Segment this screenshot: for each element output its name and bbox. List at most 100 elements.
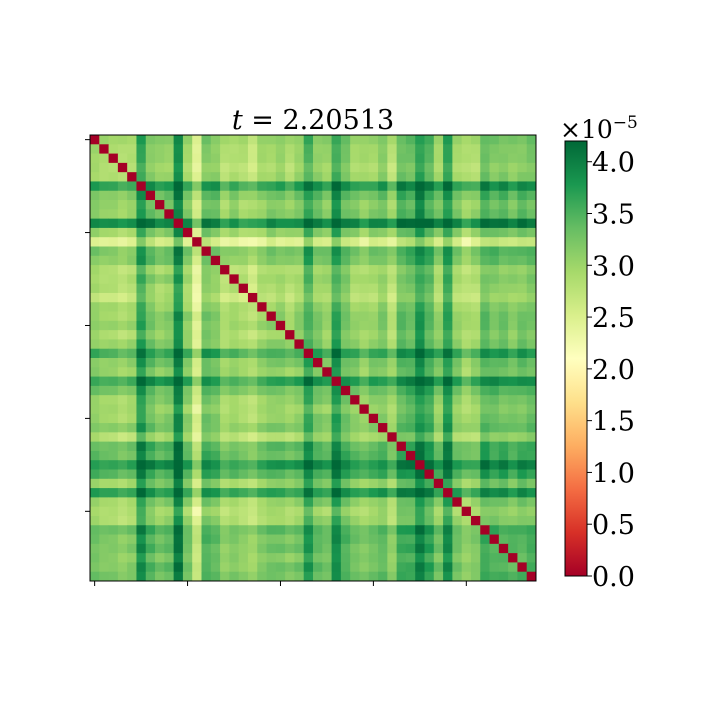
heatmap-cell [322,181,332,192]
heatmap-cell [108,190,119,201]
heatmap-cell [396,553,407,563]
heatmap-cell [415,423,425,433]
heatmap-cell [368,478,379,489]
heatmap-cell [415,497,425,508]
heatmap-cell [173,200,184,210]
heatmap-cell [340,218,351,229]
heatmap-cell [415,348,425,359]
heatmap-cell [461,367,472,377]
heatmap-cell [182,339,193,350]
heatmap-cell [136,162,147,173]
heatmap-cell [229,339,240,350]
heatmap-cell [368,265,379,275]
heatmap-cell [508,460,518,470]
heatmap-cell [415,432,425,443]
heatmap-cell [508,274,518,285]
heatmap-cell [322,543,332,554]
heatmap-cell [498,441,509,452]
heatmap-cell [517,265,528,275]
heatmap-cell [229,395,240,405]
heatmap-cell [433,255,444,266]
heatmap-cell [247,497,258,508]
heatmap-cell [387,358,398,368]
heatmap-cell [415,302,425,312]
heatmap-cell [294,209,305,220]
heatmap-cell [127,237,137,247]
heatmap-cell [247,320,258,331]
heatmap-cell [294,283,305,294]
heatmap-cell [303,348,314,359]
heatmap-cell [396,432,407,443]
heatmap-cell [470,515,481,526]
colorbar-multiplier: ×10−5 [560,113,638,144]
heatmap-cell [480,358,490,368]
heatmap-cell [387,200,398,210]
heatmap-cell [452,460,463,470]
heatmap-cell [378,404,388,415]
heatmap-cell [257,534,267,545]
heatmap-cell [378,571,388,582]
heatmap-cell [313,534,323,545]
heatmap-cell [480,320,490,331]
heatmap-cell [294,144,305,154]
heatmap-cell [443,413,453,424]
heatmap-cell [498,227,509,238]
heatmap-cell [275,200,286,210]
heatmap-cell [405,227,416,238]
heatmap-cell [303,265,314,275]
heatmap-cell [340,274,351,285]
heatmap-cell [480,190,490,201]
heatmap-cell [145,255,156,266]
heatmap-cell [517,302,528,312]
heatmap-cell [452,395,463,405]
heatmap-cell [303,209,314,220]
heatmap-cell [313,413,323,424]
heatmap-cell [526,441,537,452]
heatmap-cell [90,571,100,582]
heatmap-cell [238,283,249,294]
heatmap-cell [443,311,453,322]
heatmap-cell [220,460,230,470]
heatmap-cell [498,190,509,201]
heatmap-cell [247,413,258,424]
heatmap-cell [359,395,370,405]
heatmap-cell [127,227,137,238]
heatmap-cell [99,395,109,405]
heatmap-cell [99,478,109,489]
heatmap-cell [192,506,202,517]
heatmap-cell [396,534,407,545]
heatmap-cell [340,543,351,554]
colorbar-tick-label: 1.0 [592,458,635,489]
heatmap-cell [303,162,314,173]
heatmap-cell [498,246,509,257]
heatmap-cell [489,246,500,257]
heatmap-cell [164,413,175,424]
heatmap-cell [433,144,444,154]
heatmap-cell [387,283,398,294]
heatmap-cell [424,190,435,201]
heatmap-cell [480,274,490,285]
heatmap-cell [489,144,500,154]
heatmap-cell [498,135,509,145]
colorbar-tick-label: 2.0 [592,355,635,386]
heatmap-cell [443,172,453,182]
heatmap-cell [257,292,267,303]
heatmap-cell [508,358,518,368]
heatmap-cell [443,302,453,312]
heatmap-cell [220,348,230,359]
colorbar-multiplier-base: ×10 [560,115,613,144]
heatmap-cell [266,413,277,424]
heatmap-cell [238,227,249,238]
heatmap-cell [145,506,156,517]
heatmap-cell [229,144,240,154]
heatmap-cell [182,469,193,480]
heatmap-cell [517,478,528,489]
heatmap-cell [238,395,249,405]
heatmap-cell [182,367,193,377]
heatmap-cell [480,488,490,498]
heatmap-cell [443,265,453,275]
heatmap-cell [303,292,314,303]
heatmap-cell [368,135,379,145]
heatmap-cell [127,553,137,563]
heatmap-cell [368,320,379,331]
